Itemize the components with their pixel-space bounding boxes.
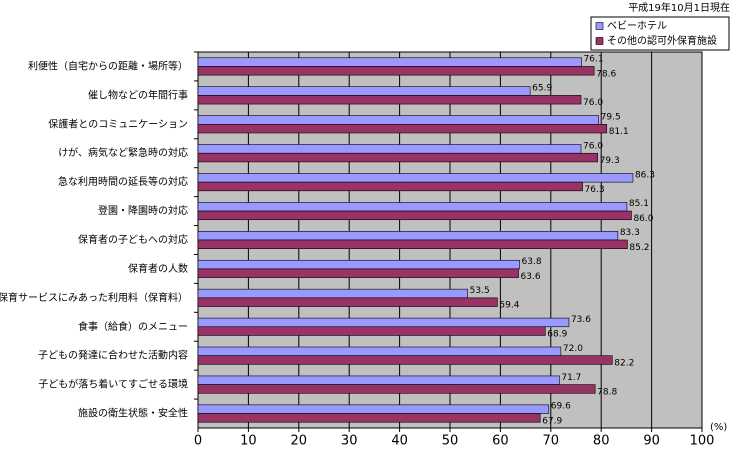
x-tick-label: 70 (543, 434, 560, 449)
value-label: 86.0 (633, 214, 653, 224)
value-label: 76.0 (583, 141, 603, 151)
value-label: 81.1 (609, 127, 629, 137)
bar (197, 144, 582, 154)
bar (197, 124, 608, 134)
value-label: 71.7 (561, 373, 581, 383)
bar (197, 95, 582, 105)
value-label: 76.3 (585, 185, 605, 195)
bar (197, 288, 468, 299)
y-tick-label: 催し物などの年間行事 (88, 88, 188, 101)
legend-label: ベビーホテル (607, 20, 667, 32)
y-tick-label: 保護者とのコミュニケーション (48, 117, 188, 130)
value-label: 65.9 (532, 84, 552, 94)
bar (197, 86, 531, 96)
bar (197, 326, 546, 336)
legend-swatch (595, 22, 604, 30)
bar (197, 210, 632, 221)
y-tick-label: けが、病気など緊急時の対応 (58, 146, 188, 159)
value-label: 83.3 (620, 228, 640, 238)
bar (197, 404, 550, 414)
bar (197, 115, 599, 125)
value-label: 85.2 (629, 243, 649, 253)
x-tick-label: 30 (341, 434, 358, 449)
y-tick-label: 食事（給食）のメニュー (78, 320, 188, 333)
value-label: 63.6 (521, 272, 541, 282)
value-label: 69.6 (551, 402, 571, 412)
x-tick-label: 40 (391, 434, 408, 449)
bar (197, 268, 519, 278)
bar (197, 181, 583, 192)
legend-swatch (595, 37, 604, 45)
bar (197, 384, 596, 394)
bar (197, 375, 560, 385)
value-label: 76.0 (583, 98, 603, 108)
bar (197, 173, 634, 183)
bar (197, 152, 598, 163)
bar (197, 239, 628, 249)
y-tick-label: 登園・降園時の対応 (98, 204, 188, 217)
bar (197, 259, 520, 270)
legend-label: その他の認可外保育施設 (607, 34, 717, 47)
bar (197, 317, 570, 328)
x-tick-label: 60 (492, 434, 509, 449)
value-label: 79.3 (600, 156, 620, 166)
bar (197, 297, 498, 307)
x-tick-label: 50 (442, 434, 459, 449)
bar (197, 57, 582, 67)
value-label: 82.2 (614, 359, 634, 369)
note: 平成19年10月1日現在 (628, 1, 730, 14)
bar (197, 355, 613, 365)
value-label: 68.9 (547, 330, 567, 340)
value-label: 78.6 (596, 69, 616, 79)
value-label: 67.9 (542, 416, 562, 426)
value-label: 59.4 (499, 301, 519, 311)
bar (197, 413, 541, 423)
y-tick-label: 利便性（自宅からの距離・場所等） (28, 59, 188, 72)
x-tick-label: 20 (291, 434, 308, 449)
x-tick-label: 90 (643, 434, 660, 449)
value-label: 73.6 (571, 315, 591, 325)
x-tick-label: 80 (593, 434, 610, 449)
x-tick-label: 0 (194, 434, 202, 449)
y-tick-label: 急な利用時間の延長等の対応 (58, 175, 188, 188)
value-label: 76.1 (584, 55, 604, 65)
value-label: 85.1 (629, 199, 649, 209)
y-tick-label: 子どもの発達に合わせた活動内容 (38, 349, 188, 362)
value-label: 72.0 (563, 344, 583, 354)
y-tick-label: 施設の衛生状態・安全性 (78, 407, 188, 420)
legend (590, 16, 730, 51)
x-tick-label: 10 (240, 434, 257, 449)
y-tick-label: 保育サービスにみあった利用料（保育料） (0, 291, 188, 304)
value-label: 78.8 (597, 387, 617, 397)
bar (197, 202, 628, 212)
y-tick-label: 子どもが落ち着いてすごせる環境 (38, 378, 188, 391)
x-tick-label: 100 (690, 434, 715, 449)
value-label: 79.5 (601, 112, 621, 122)
value-label: 63.8 (522, 257, 542, 267)
bar (197, 66, 595, 76)
value-label: 53.5 (470, 286, 490, 296)
x-unit: (%) (710, 422, 727, 433)
y-tick-label: 保育者の人数 (128, 262, 188, 275)
y-tick-label: 保育者の子どもへの対応 (78, 233, 188, 246)
value-label: 86.3 (635, 170, 655, 180)
bar (197, 346, 562, 356)
bar (197, 231, 619, 241)
